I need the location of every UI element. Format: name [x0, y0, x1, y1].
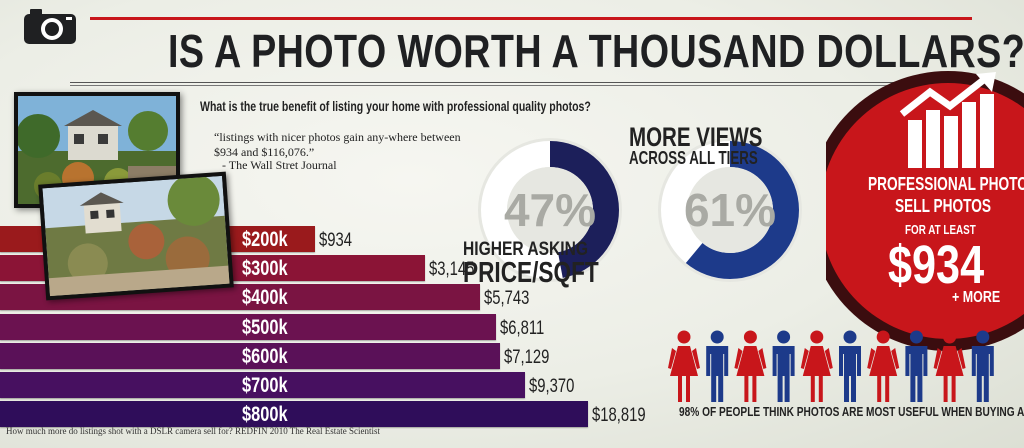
ring-caption-line2: PRICE/SQFT [463, 257, 599, 289]
bar [0, 313, 496, 340]
rising-chart-icon [899, 72, 996, 168]
callout-line2: SELL PHOTOS [895, 196, 992, 216]
man-icon [706, 330, 729, 402]
man-icon [971, 330, 994, 402]
bar [0, 372, 525, 398]
divider [70, 82, 972, 83]
woman-icon [867, 330, 900, 402]
bar-value: $7,129 [503, 346, 550, 368]
bar-value: $3,145 [429, 259, 475, 281]
bar-label: $800k [242, 403, 288, 427]
man-icon [905, 330, 928, 402]
callout-plus-more: + MORE [952, 289, 1001, 306]
people-icon-row [664, 330, 1004, 405]
ring-percent-label: 61% [684, 184, 776, 236]
callout-circle [808, 70, 1024, 352]
bar-label: $200k [242, 228, 288, 251]
people-stat-text: 98% OF PEOPLE THINK PHOTOS ARE MOST USEF… [679, 404, 1024, 419]
man-icon [772, 330, 795, 402]
bar-value: $934 [319, 230, 352, 251]
callout-line1: PROFESSIONAL PHOTOS [868, 174, 1024, 194]
top-rule [90, 17, 972, 20]
ring-percent-label: 47% [504, 184, 596, 236]
bar-label: $600k [242, 344, 288, 368]
man-icon [839, 330, 861, 402]
quote-source: - The Wall Stret Journal [222, 158, 337, 172]
callout-amount: $934 [888, 235, 985, 295]
quote-text: “listings with nicer photos gain any-whe… [214, 130, 461, 159]
percent-ring-asking-price: 47% [470, 130, 630, 290]
woman-icon [734, 330, 767, 402]
divider [70, 85, 972, 86]
woman-icon [668, 330, 700, 402]
bar [0, 342, 500, 369]
woman-icon [800, 330, 833, 402]
bar-label: $400k [242, 286, 288, 310]
question-text: What is the true benefit of listing your… [200, 99, 591, 114]
percent-ring-views: 61% [650, 130, 810, 290]
ring-caption-line2: ACROSS ALL TIERS [629, 148, 758, 168]
bar-value: $5,743 [484, 288, 530, 310]
bar-value: $6,811 [499, 317, 544, 339]
bar [0, 401, 588, 428]
footer-note: How much more do listings shot with a DS… [6, 426, 381, 436]
ring-caption-line1: HIGHER ASKING [463, 239, 588, 260]
bar-label: $500k [242, 315, 288, 339]
bar-value: $9,370 [528, 376, 574, 397]
camera-icon [22, 6, 78, 46]
ring-caption-line1: MORE VIEWS [629, 122, 763, 152]
bar-label: $300k [242, 257, 288, 281]
house-photo [38, 171, 234, 301]
page-title: IS A PHOTO WORTH A THOUSAND DOLLARS? [168, 25, 1024, 77]
bar-label: $700k [242, 374, 288, 397]
woman-icon [933, 330, 966, 402]
callout-for-at-least: FOR AT LEAST [905, 222, 976, 237]
bar-value: $18,819 [592, 405, 646, 427]
